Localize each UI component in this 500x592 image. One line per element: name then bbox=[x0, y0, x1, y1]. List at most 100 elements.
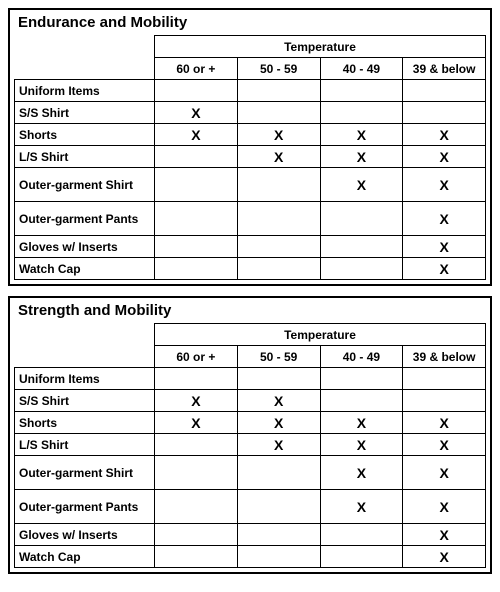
mark-cell: X bbox=[403, 490, 486, 524]
mark-cell bbox=[155, 490, 238, 524]
table-row: Uniform Items bbox=[15, 368, 486, 390]
column-header: 60 or + bbox=[155, 346, 238, 368]
temperature-header: Temperature bbox=[155, 324, 486, 346]
mark-cell: X bbox=[403, 168, 486, 202]
panel-title: Endurance and Mobility bbox=[14, 12, 486, 35]
mark-cell: X bbox=[320, 456, 403, 490]
column-header: 39 & below bbox=[403, 58, 486, 80]
row-label: Outer-garment Shirt bbox=[15, 456, 155, 490]
table-row: ShortsXXXX bbox=[15, 124, 486, 146]
mark-cell bbox=[320, 80, 403, 102]
mark-cell bbox=[237, 490, 320, 524]
mark-cell bbox=[155, 546, 238, 568]
mark-cell: X bbox=[237, 434, 320, 456]
mark-cell bbox=[237, 168, 320, 202]
tables-container: Endurance and MobilityTemperature60 or +… bbox=[8, 8, 492, 574]
temperature-header: Temperature bbox=[155, 36, 486, 58]
column-header: 50 - 59 bbox=[237, 346, 320, 368]
mark-cell bbox=[237, 102, 320, 124]
mark-cell: X bbox=[403, 524, 486, 546]
mark-cell: X bbox=[320, 490, 403, 524]
table-row: Watch Cap X bbox=[15, 546, 486, 568]
table-row: Outer-garment PantsX bbox=[15, 202, 486, 236]
row-label: Watch Cap bbox=[15, 546, 155, 568]
row-label: Shorts bbox=[15, 412, 155, 434]
mark-cell: X bbox=[403, 412, 486, 434]
table-row: Outer-garment Shirt XX bbox=[15, 456, 486, 490]
mark-cell: X bbox=[237, 390, 320, 412]
mark-cell: X bbox=[403, 236, 486, 258]
row-label: S/S Shirt bbox=[15, 390, 155, 412]
mark-cell: X bbox=[320, 412, 403, 434]
mark-cell bbox=[155, 80, 238, 102]
row-label: Watch Cap bbox=[15, 258, 155, 280]
mark-cell bbox=[237, 202, 320, 236]
mark-cell: X bbox=[237, 146, 320, 168]
mark-cell bbox=[320, 390, 403, 412]
table-row: Gloves w/ Inserts X bbox=[15, 524, 486, 546]
mark-cell bbox=[155, 368, 238, 390]
column-header: 39 & below bbox=[403, 346, 486, 368]
mark-cell bbox=[320, 102, 403, 124]
row-label: Uniform Items bbox=[15, 368, 155, 390]
mark-cell bbox=[320, 236, 403, 258]
table-row: Outer-garment Shirt XX bbox=[15, 168, 486, 202]
table-row: S/S ShirtXX bbox=[15, 390, 486, 412]
mark-cell: X bbox=[320, 168, 403, 202]
mark-cell bbox=[155, 168, 238, 202]
mark-cell bbox=[237, 456, 320, 490]
row-label: L/S Shirt bbox=[15, 146, 155, 168]
table-row: S/S ShirtX bbox=[15, 102, 486, 124]
row-label: Gloves w/ Inserts bbox=[15, 236, 155, 258]
uniform-table: Temperature60 or +50 - 5940 - 4939 & bel… bbox=[14, 323, 486, 568]
mark-cell bbox=[403, 80, 486, 102]
mark-cell: X bbox=[403, 434, 486, 456]
mark-cell: X bbox=[403, 146, 486, 168]
row-label: Uniform Items bbox=[15, 80, 155, 102]
table-row: ShortsXXXX bbox=[15, 412, 486, 434]
mark-cell bbox=[155, 236, 238, 258]
column-header: 50 - 59 bbox=[237, 58, 320, 80]
mark-cell: X bbox=[155, 412, 238, 434]
mark-cell: X bbox=[403, 456, 486, 490]
table-panel: Endurance and MobilityTemperature60 or +… bbox=[8, 8, 492, 286]
mark-cell bbox=[403, 102, 486, 124]
row-label: Outer-garment Shirt bbox=[15, 168, 155, 202]
mark-cell bbox=[155, 146, 238, 168]
mark-cell bbox=[155, 524, 238, 546]
table-row: L/S ShirtXXX bbox=[15, 146, 486, 168]
mark-cell bbox=[237, 368, 320, 390]
table-row: Outer-garment Pants XX bbox=[15, 490, 486, 524]
mark-cell: X bbox=[155, 102, 238, 124]
table-row: Gloves w/ Inserts X bbox=[15, 236, 486, 258]
mark-cell bbox=[155, 434, 238, 456]
mark-cell: X bbox=[403, 258, 486, 280]
row-label: Shorts bbox=[15, 124, 155, 146]
mark-cell: X bbox=[403, 546, 486, 568]
mark-cell bbox=[403, 390, 486, 412]
row-label: Gloves w/ Inserts bbox=[15, 524, 155, 546]
mark-cell: X bbox=[155, 124, 238, 146]
mark-cell: X bbox=[320, 146, 403, 168]
row-label: Outer-garment Pants bbox=[15, 490, 155, 524]
mark-cell bbox=[320, 202, 403, 236]
mark-cell: X bbox=[237, 412, 320, 434]
column-header: 40 - 49 bbox=[320, 346, 403, 368]
mark-cell: X bbox=[403, 124, 486, 146]
mark-cell bbox=[320, 368, 403, 390]
mark-cell bbox=[237, 258, 320, 280]
mark-cell bbox=[320, 546, 403, 568]
mark-cell: X bbox=[155, 390, 238, 412]
mark-cell: X bbox=[237, 124, 320, 146]
column-header: 40 - 49 bbox=[320, 58, 403, 80]
uniform-table: Temperature60 or +50 - 5940 - 4939 & bel… bbox=[14, 35, 486, 280]
table-row: Watch Cap X bbox=[15, 258, 486, 280]
mark-cell bbox=[155, 456, 238, 490]
mark-cell bbox=[237, 236, 320, 258]
panel-title: Strength and Mobility bbox=[14, 300, 486, 323]
column-header: 60 or + bbox=[155, 58, 238, 80]
table-row: Uniform Items bbox=[15, 80, 486, 102]
mark-cell bbox=[320, 524, 403, 546]
mark-cell bbox=[320, 258, 403, 280]
mark-cell: X bbox=[320, 434, 403, 456]
